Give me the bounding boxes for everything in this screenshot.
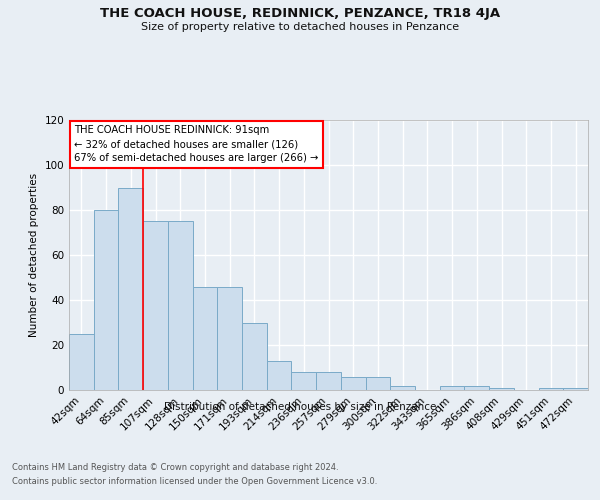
Bar (563, 388, 588, 390)
Bar (464, 386, 489, 390)
Text: Contains HM Land Registry data © Crown copyright and database right 2024.: Contains HM Land Registry data © Crown c… (12, 462, 338, 471)
Bar (292, 372, 316, 390)
Bar (193, 286, 217, 390)
Bar (242, 322, 267, 390)
Bar (341, 376, 365, 390)
Text: Contains public sector information licensed under the Open Government Licence v3: Contains public sector information licen… (12, 478, 377, 486)
Bar (118, 188, 143, 390)
Bar (365, 376, 390, 390)
Bar (316, 372, 341, 390)
Text: THE COACH HOUSE REDINNICK: 91sqm
← 32% of detached houses are smaller (126)
67% : THE COACH HOUSE REDINNICK: 91sqm ← 32% o… (74, 126, 319, 164)
Text: Distribution of detached houses by size in Penzance: Distribution of detached houses by size … (164, 402, 436, 412)
Bar (440, 386, 464, 390)
Bar (94, 210, 118, 390)
Y-axis label: Number of detached properties: Number of detached properties (29, 173, 39, 337)
Text: Size of property relative to detached houses in Penzance: Size of property relative to detached ho… (141, 22, 459, 32)
Bar (489, 388, 514, 390)
Bar (390, 386, 415, 390)
Bar (69, 334, 94, 390)
Bar (539, 388, 563, 390)
Bar (168, 221, 193, 390)
Bar (267, 361, 292, 390)
Bar (217, 286, 242, 390)
Bar (143, 221, 168, 390)
Text: THE COACH HOUSE, REDINNICK, PENZANCE, TR18 4JA: THE COACH HOUSE, REDINNICK, PENZANCE, TR… (100, 8, 500, 20)
